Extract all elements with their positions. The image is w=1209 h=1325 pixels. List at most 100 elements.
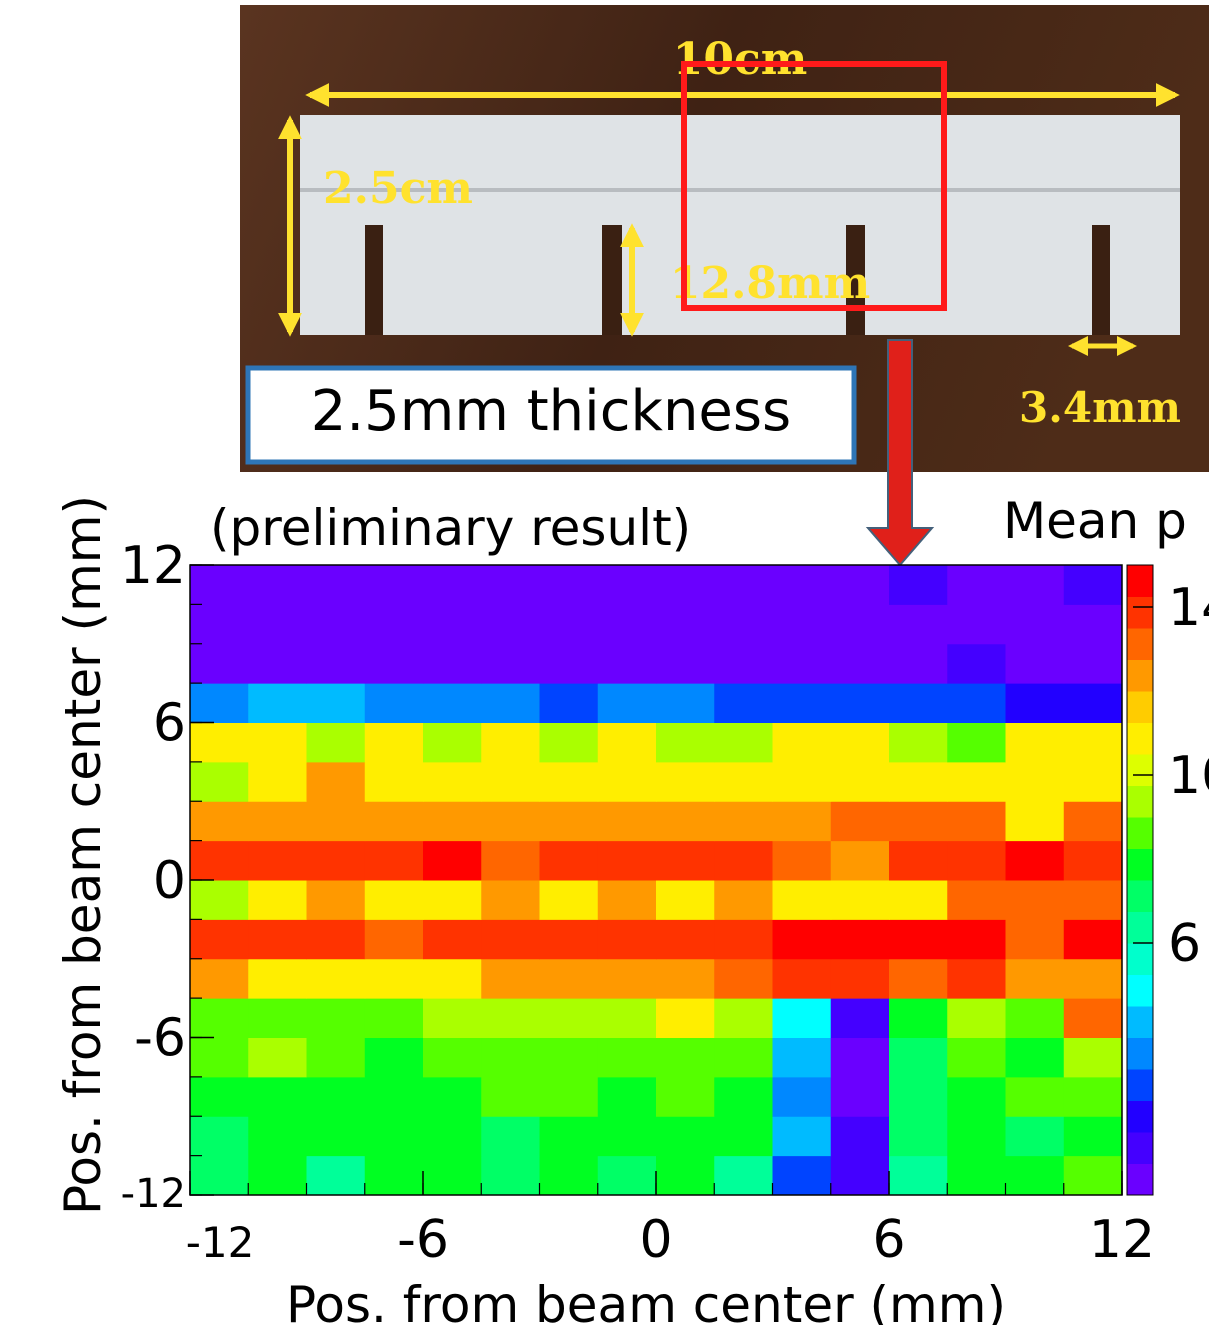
cell — [248, 761, 307, 802]
cell — [423, 998, 482, 1038]
cell — [306, 840, 366, 881]
colorbar-step — [1127, 1069, 1153, 1101]
cell — [597, 1116, 657, 1157]
y-tick-label: -12 — [121, 1171, 186, 1217]
cell — [423, 643, 482, 684]
cell — [597, 998, 657, 1038]
cell — [947, 958, 1006, 999]
cell — [423, 840, 482, 881]
cell — [248, 840, 307, 881]
cell — [423, 1076, 482, 1117]
cell — [423, 880, 482, 920]
cell — [830, 722, 890, 763]
cell — [714, 880, 773, 920]
cell — [947, 683, 1006, 723]
cell — [597, 604, 657, 645]
cell — [248, 722, 307, 763]
cell — [772, 840, 832, 881]
x-tick-label: -6 — [397, 1210, 449, 1270]
cell — [1005, 1037, 1065, 1078]
cell — [481, 801, 540, 842]
cell — [772, 1116, 832, 1157]
cell — [656, 998, 715, 1038]
cell — [539, 958, 599, 999]
cell — [830, 683, 890, 723]
dimension-label: 3.4mm — [1019, 383, 1181, 432]
cell — [190, 761, 249, 802]
slot — [1092, 225, 1110, 335]
cell — [1063, 919, 1123, 960]
cell — [190, 683, 249, 723]
cell — [248, 998, 307, 1038]
cell — [306, 880, 366, 920]
cell — [889, 880, 948, 920]
cell — [714, 565, 773, 605]
piece — [300, 115, 1180, 335]
cell — [656, 683, 715, 723]
cell — [423, 801, 482, 842]
cell — [481, 919, 540, 960]
cell — [1005, 1155, 1065, 1196]
cell — [597, 683, 657, 723]
cell — [539, 722, 599, 763]
cell — [248, 801, 307, 842]
cell — [889, 1037, 948, 1078]
cell — [481, 722, 540, 763]
cell — [539, 643, 599, 684]
cell — [597, 840, 657, 881]
cell — [597, 1155, 657, 1196]
cell — [1005, 643, 1065, 684]
cell — [772, 880, 832, 920]
cell — [714, 958, 773, 999]
cell — [772, 604, 832, 645]
cell — [190, 998, 249, 1038]
cell — [714, 1076, 773, 1117]
slot — [365, 225, 383, 335]
cell — [481, 565, 540, 605]
cell — [306, 722, 366, 763]
dimension-label: 2.5cm — [323, 163, 473, 214]
cell — [830, 880, 890, 920]
cell — [190, 722, 249, 763]
cell — [248, 919, 307, 960]
cell — [364, 801, 424, 842]
cell — [947, 801, 1006, 842]
cell — [190, 801, 249, 842]
cell — [714, 722, 773, 763]
cell — [423, 761, 482, 802]
cell — [364, 683, 424, 723]
cell — [1005, 1076, 1065, 1117]
cell — [889, 840, 948, 881]
cell — [306, 958, 366, 999]
cell — [1005, 683, 1065, 723]
cell — [597, 565, 657, 605]
cell — [364, 998, 424, 1038]
cell — [190, 1155, 249, 1196]
cell — [772, 565, 832, 605]
zoom-box — [681, 61, 947, 311]
cell — [306, 565, 366, 605]
cell — [481, 998, 540, 1038]
cell — [597, 722, 657, 763]
cell — [889, 604, 948, 645]
cell — [597, 761, 657, 802]
cell — [1063, 840, 1123, 881]
cell — [481, 1116, 540, 1157]
cell — [190, 840, 249, 881]
cell — [889, 1076, 948, 1117]
y-axis-label: Pos. from beam center (mm) — [54, 495, 112, 1215]
cell — [714, 1155, 773, 1196]
cell — [364, 1037, 424, 1078]
cell — [714, 683, 773, 723]
cell — [1063, 1037, 1123, 1078]
cell — [539, 1155, 599, 1196]
x-axis-label: Pos. from beam center (mm) — [286, 1276, 1006, 1325]
cell — [1063, 761, 1123, 802]
cell — [772, 1076, 832, 1117]
cell — [423, 722, 482, 763]
cell — [190, 565, 249, 605]
cell — [539, 1076, 599, 1117]
cell — [539, 761, 599, 802]
cell — [889, 761, 948, 802]
